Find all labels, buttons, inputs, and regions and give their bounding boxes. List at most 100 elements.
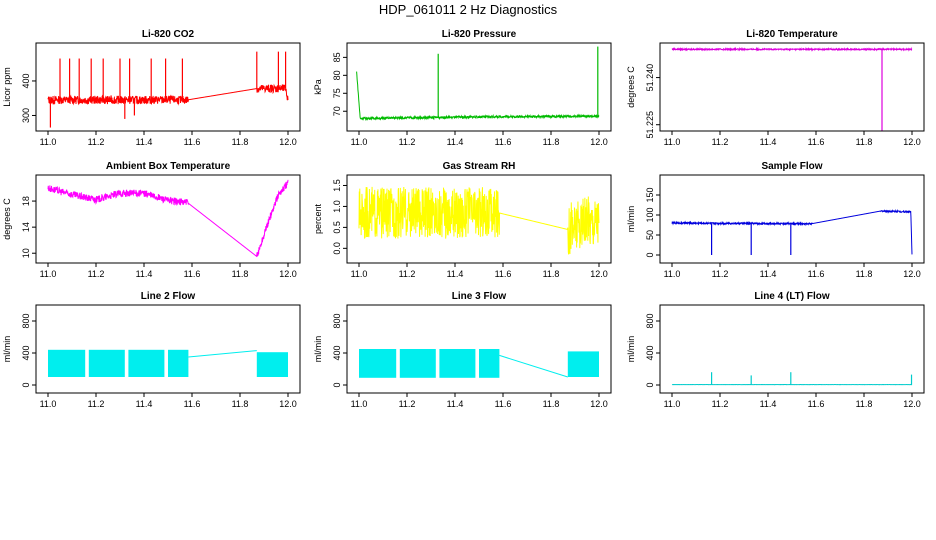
series-line xyxy=(47,179,289,258)
chart-panel-8: Line 3 Flow ml/min 11.0 11.2 11.4 11.6 11.8 12.… xyxy=(313,291,612,409)
x-tick-label: 11.2 xyxy=(399,137,416,147)
x-tick-label: 11.4 xyxy=(447,269,464,279)
flow-connector xyxy=(188,350,257,358)
plot-area xyxy=(359,349,599,378)
y-axis-label: ml/min xyxy=(2,336,12,363)
y-tick-label: 18 xyxy=(21,196,31,206)
chart-panel-6: Sample Flow ml/min 11.0 11.2 11.4 11.6 11.8 12.… xyxy=(626,161,925,279)
flow-band-1 xyxy=(48,349,86,377)
x-tick-label: 11.8 xyxy=(232,269,249,279)
x-tick-label: 11.8 xyxy=(856,137,873,147)
x-tick-label: 11.6 xyxy=(808,399,825,409)
plot-frame xyxy=(659,42,925,132)
plot-frame xyxy=(346,42,612,132)
flow-band-4 xyxy=(479,349,500,378)
y-tick-label: 0.0 xyxy=(332,242,342,255)
y-tick-label: 800 xyxy=(21,313,31,328)
y-tick-label: 0.5 xyxy=(332,221,342,234)
flow-band-2 xyxy=(88,349,125,377)
chart-title: Sample Flow xyxy=(761,161,822,172)
x-tick-label: 11.2 xyxy=(88,269,105,279)
y-axis-label: degrees C xyxy=(2,198,12,240)
x-tick-label: 11.8 xyxy=(543,137,560,147)
x-tick-label: 11.6 xyxy=(184,269,201,279)
x-tick-label: 11.2 xyxy=(712,269,729,279)
x-tick-label: 12.0 xyxy=(903,399,921,409)
chart-panel-5: Gas Stream RH percent 11.0 11.2 11.4 11.6 11.8… xyxy=(313,161,612,279)
x-tick-label: 11.6 xyxy=(184,399,201,409)
series-line xyxy=(671,208,913,255)
y-axis-label: kPa xyxy=(313,79,323,95)
y-tick-label: 0 xyxy=(645,382,655,387)
y-tick-label: 85 xyxy=(332,52,342,62)
y-tick-label: 1.5 xyxy=(332,179,342,192)
plot-area xyxy=(356,46,600,122)
y-tick-label: 800 xyxy=(332,313,342,328)
chart-title: Ambient Box Temperature xyxy=(106,161,231,172)
x-tick-label: 11.8 xyxy=(543,399,560,409)
flow-band-5 xyxy=(256,352,288,377)
x-tick-label: 11.2 xyxy=(399,269,416,279)
plot-area xyxy=(358,186,600,255)
plot-frame xyxy=(346,304,612,394)
x-tick-label: 11.0 xyxy=(351,137,368,147)
x-tick-label: 11.0 xyxy=(40,399,57,409)
chart-title: Gas Stream RH xyxy=(443,161,516,172)
chart-panel-2: Li-820 Pressure kPa 11.0 11.2 11.4 11.6 11.8 12… xyxy=(313,29,612,147)
x-tick-label: 11.0 xyxy=(664,399,681,409)
x-tick-label: 12.0 xyxy=(590,269,608,279)
x-tick-label: 11.4 xyxy=(760,137,777,147)
y-tick-label: 50 xyxy=(645,230,655,240)
x-tick-label: 11.8 xyxy=(543,269,560,279)
x-tick-label: 11.8 xyxy=(856,399,873,409)
y-tick-label: 1.0 xyxy=(332,200,342,213)
y-axis-label: ml/min xyxy=(626,336,636,363)
x-tick-label: 11.6 xyxy=(808,269,825,279)
plot-frame xyxy=(35,304,301,394)
x-tick-label: 11.0 xyxy=(664,269,681,279)
x-tick-label: 12.0 xyxy=(279,137,297,147)
y-tick-label: 14 xyxy=(21,222,31,232)
x-tick-label: 11.4 xyxy=(447,137,464,147)
x-tick-label: 11.2 xyxy=(712,399,729,409)
plot-area xyxy=(671,46,913,131)
x-tick-label: 12.0 xyxy=(279,269,297,279)
x-tick-label: 11.6 xyxy=(495,399,512,409)
x-tick-label: 12.0 xyxy=(903,269,921,279)
flow-band-4 xyxy=(168,349,189,377)
chart-panel-7: Line 2 Flow ml/min 11.0 11.2 11.4 11.6 11.8 12.… xyxy=(2,291,301,409)
plot-area xyxy=(48,349,288,377)
y-tick-label: 100 xyxy=(645,207,655,222)
plot-area xyxy=(671,208,913,255)
x-tick-label: 11.4 xyxy=(447,399,464,409)
chart-title: Line 4 (LT) Flow xyxy=(754,291,830,302)
chart-panel-9: Line 4 (LT) Flow ml/min 11.0 11.2 11.4 11.6 11… xyxy=(626,291,925,409)
chart-panel-3: Li-820 Temperature degrees C 11.0 11.2 11.4 1… xyxy=(626,29,925,147)
plot-area xyxy=(47,179,289,258)
x-tick-label: 11.8 xyxy=(856,269,873,279)
x-tick-label: 11.4 xyxy=(760,269,777,279)
y-axis-label: percent xyxy=(313,203,323,234)
y-tick-label: 150 xyxy=(645,187,655,202)
x-tick-label: 11.8 xyxy=(232,137,249,147)
chart-title: Line 2 Flow xyxy=(141,291,196,302)
x-tick-label: 11.4 xyxy=(760,399,777,409)
x-tick-label: 11.0 xyxy=(351,399,368,409)
plot-frame xyxy=(659,304,925,394)
x-tick-label: 12.0 xyxy=(279,399,297,409)
flow-band-1 xyxy=(359,349,397,378)
flow-band-2 xyxy=(399,349,436,378)
flow-connector xyxy=(499,354,568,378)
y-axis-label: Licor ppm xyxy=(2,67,12,107)
series-line xyxy=(671,46,913,52)
y-tick-label: 75 xyxy=(332,88,342,98)
y-axis-label: ml/min xyxy=(626,206,636,233)
x-tick-label: 11.0 xyxy=(664,137,681,147)
chart-title: Line 3 Flow xyxy=(452,291,507,302)
x-tick-label: 11.0 xyxy=(40,137,57,147)
x-tick-label: 12.0 xyxy=(903,137,921,147)
figure-title: HDP_061011 2 Hz Diagnostics xyxy=(379,2,558,17)
x-tick-label: 11.0 xyxy=(40,269,57,279)
plot-area xyxy=(47,51,289,128)
